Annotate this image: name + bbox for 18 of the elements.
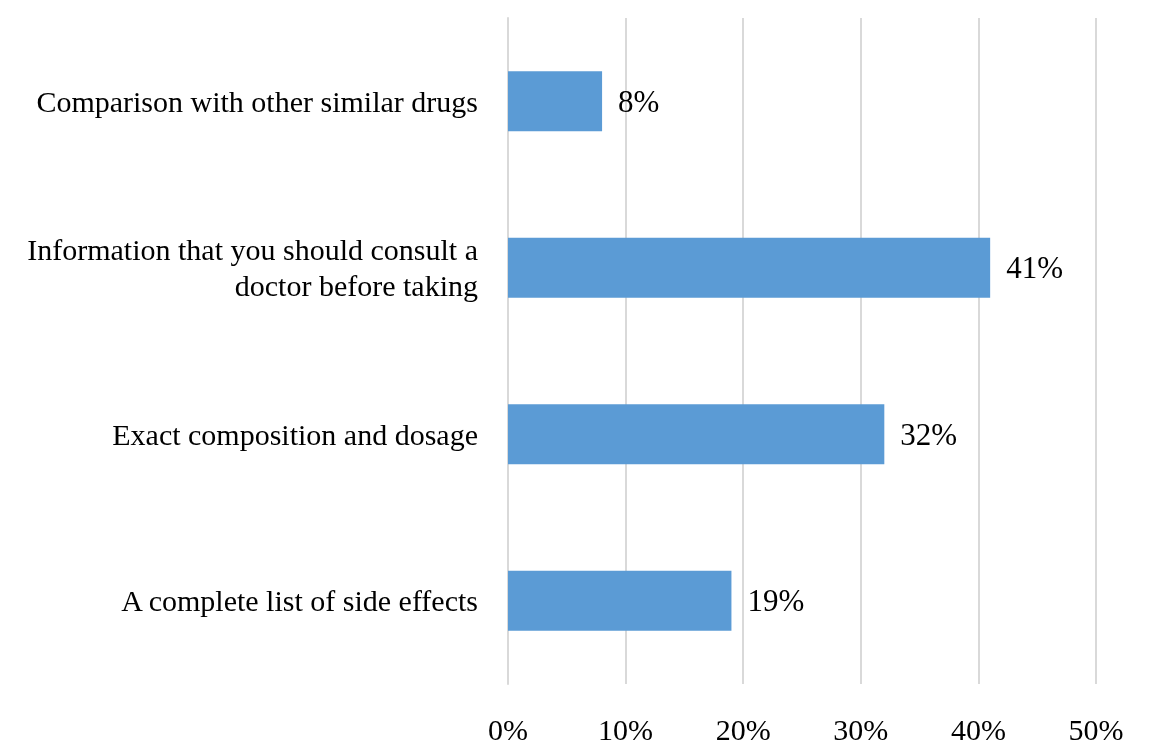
x-tick-label: 30%	[833, 712, 889, 746]
bar	[508, 237, 991, 298]
data-label: 32%	[900, 416, 958, 452]
bar	[508, 404, 885, 465]
x-tick-label: 50%	[1068, 712, 1124, 746]
y-tick-label: A complete list of side effects	[121, 584, 478, 618]
x-tick-label: 0%	[488, 712, 528, 746]
data-label: 41%	[1006, 250, 1063, 286]
y-tick-label: Information that you should consult a doctor before taking	[27, 233, 478, 303]
y-tick-label: Exact composition and dosage	[112, 417, 478, 451]
bar	[508, 71, 603, 132]
x-tick-label: 40%	[950, 712, 1006, 746]
x-tick-label: 20%	[715, 712, 771, 746]
data-label: 8%	[618, 83, 660, 119]
y-tick-label: Comparison with other similar drugs	[36, 84, 478, 118]
bar	[508, 570, 732, 631]
x-tick-label: 10%	[598, 712, 654, 746]
data-label: 19%	[747, 583, 805, 619]
